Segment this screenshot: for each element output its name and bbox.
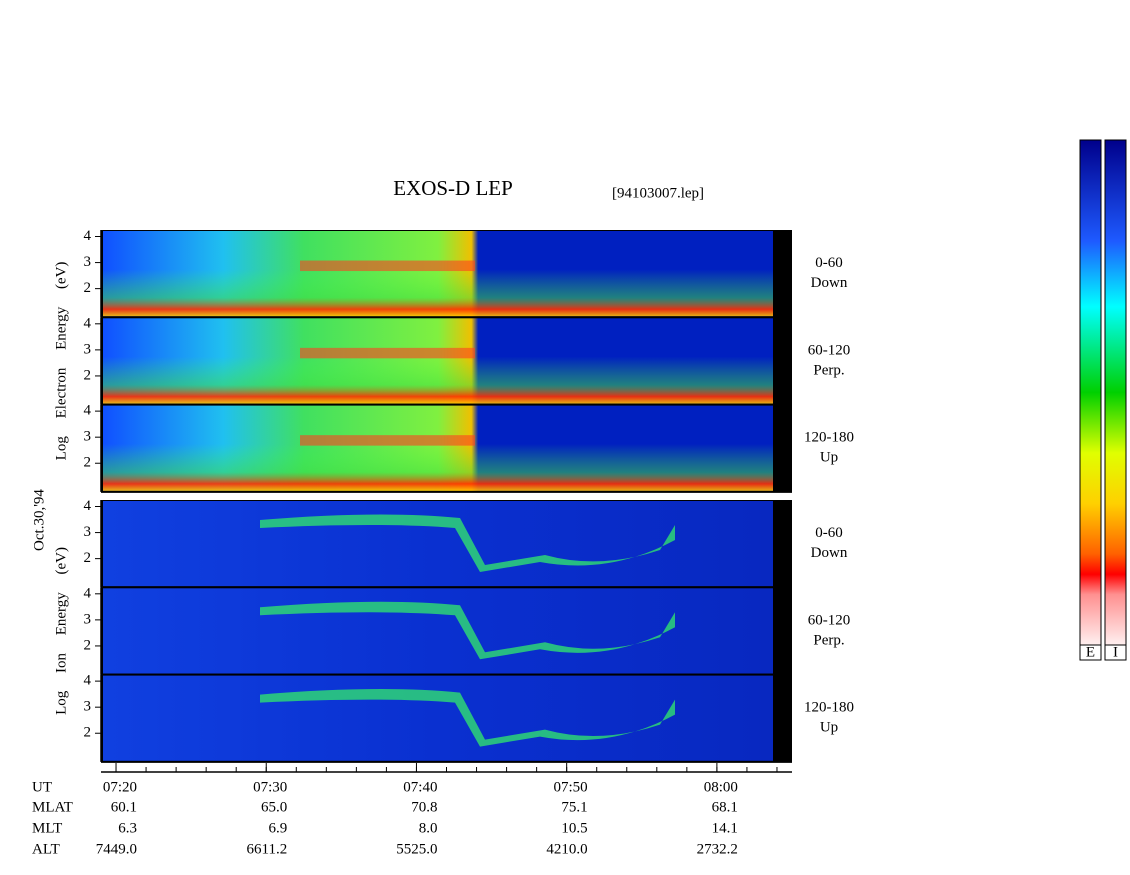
ephemeris-value: 8.0: [419, 820, 438, 836]
ephemeris-value: 60.1: [111, 799, 137, 815]
y-tick-label: 4: [84, 228, 92, 244]
y-tick-label: 4: [84, 403, 92, 419]
ephemeris-name: MLT: [32, 820, 62, 836]
panel-sublabel: Down: [811, 275, 848, 291]
panel-label: 120-180: [804, 430, 854, 446]
y-tick-label: 2: [84, 637, 92, 653]
y-tick-label: 2: [84, 725, 92, 741]
panel-label: 60-120: [808, 342, 851, 358]
spectrogram-hot: [300, 260, 475, 272]
panel-label: 60-120: [808, 612, 851, 628]
ephemeris-value: 07:20: [103, 779, 137, 795]
spectrogram-hot: [300, 347, 475, 359]
file-label: [94103007.lep]: [612, 185, 704, 201]
panel-label: 0-60: [815, 525, 843, 541]
ephemeris-name: ALT: [32, 841, 60, 857]
ephemeris-value: 6.3: [118, 820, 137, 836]
y-tick-label: 4: [84, 315, 92, 331]
ephemeris-value: 6611.2: [247, 841, 288, 857]
y-tick-label: 4: [84, 673, 92, 689]
y-tick-label: 3: [84, 524, 92, 540]
y-tick-label: 3: [84, 429, 92, 445]
colorbar-label-box: [1104, 644, 1127, 661]
ephemeris-value: 2732.2: [697, 841, 738, 857]
panel-sublabel: Up: [820, 450, 838, 466]
ephemeris-value: 75.1: [561, 799, 587, 815]
y-axis-label: Log Ion Energy (eV): [53, 547, 69, 715]
y-tick-label: 2: [84, 455, 92, 471]
ephemeris-value: 10.5: [561, 820, 587, 836]
panel-label: 0-60: [815, 255, 843, 271]
panel-sublabel: Perp.: [813, 632, 844, 648]
y-tick-label: 3: [84, 254, 92, 270]
panel-label: 120-180: [804, 700, 854, 716]
ephemeris-value: 65.0: [261, 799, 287, 815]
spectrogram-band: [103, 443, 773, 491]
panel-sublabel: Down: [811, 545, 848, 561]
spectrogram: [103, 501, 773, 587]
ephemeris-value: 07:40: [403, 779, 437, 795]
ephemeris-value: 08:00: [704, 779, 738, 795]
panel-sublabel: Up: [820, 720, 838, 736]
ephemeris-value: 4210.0: [546, 841, 587, 857]
ephemeris-value: 7449.0: [96, 841, 137, 857]
y-tick-label: 2: [84, 280, 92, 296]
y-tick-label: 4: [84, 498, 92, 514]
spectrogram-band: [260, 514, 675, 572]
colorbar-label: E: [1086, 644, 1095, 660]
date-label: Oct.30,'94: [31, 489, 47, 551]
ephemeris-value: 6.9: [268, 820, 287, 836]
ephemeris-name: MLAT: [32, 799, 73, 815]
y-tick-label: 2: [84, 550, 92, 566]
spectrogram-band: [103, 269, 773, 317]
spectrogram: [103, 675, 773, 761]
y-axis-label: Log Electron Energy (eV): [53, 262, 69, 461]
ephemeris-value: 07:30: [253, 779, 287, 795]
ephemeris-value: 5525.0: [396, 841, 437, 857]
spectrogram-band: [260, 601, 675, 660]
panel-sublabel: Perp.: [813, 362, 844, 378]
y-tick-label: 2: [84, 367, 92, 383]
colorbar-label-box: [1079, 644, 1102, 661]
spectrogram-band: [260, 689, 675, 747]
y-tick-label: 4: [84, 585, 92, 601]
spectrogram: [103, 588, 773, 674]
y-tick-label: 3: [84, 699, 92, 715]
ephemeris-value: 70.8: [411, 799, 437, 815]
colorbar: [1104, 139, 1127, 646]
ephemeris-value: 14.1: [712, 820, 738, 836]
ephemeris-name: UT: [32, 779, 52, 795]
ephemeris-value: 68.1: [712, 799, 738, 815]
spectrogram-hot: [300, 435, 475, 446]
spectrogram-band: [103, 356, 773, 404]
y-tick-label: 3: [84, 611, 92, 627]
colorbar: [1079, 139, 1102, 646]
colorbar-label: I: [1113, 644, 1118, 660]
y-tick-label: 3: [84, 341, 92, 357]
chart-title: EXOS-D LEP: [393, 176, 513, 200]
ephemeris-value: 07:50: [554, 779, 588, 795]
